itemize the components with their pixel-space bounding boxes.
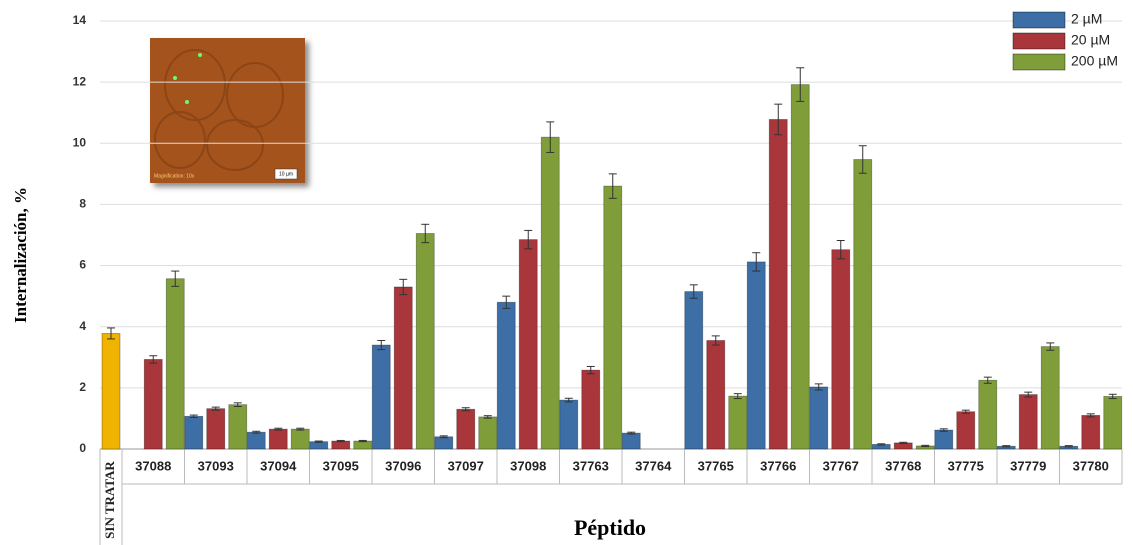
bar [582, 370, 600, 449]
bar [332, 441, 350, 449]
bar [291, 429, 309, 449]
x-tick-label: 37780 [1073, 458, 1109, 473]
bar [247, 432, 265, 449]
x-tick-label: 37775 [948, 458, 984, 473]
bar [791, 85, 809, 449]
y-tick-label: 8 [79, 197, 86, 211]
fluorescent-spot [173, 76, 177, 80]
bar [497, 302, 515, 449]
inset-caption: Magnification: 10x [154, 173, 195, 179]
bar [207, 409, 225, 449]
fluorescent-spot [185, 100, 189, 104]
bar [935, 430, 953, 449]
bar [685, 292, 703, 449]
legend-swatch [1013, 54, 1065, 70]
bar [747, 262, 765, 449]
bar [979, 380, 997, 449]
legend-swatch [1013, 12, 1065, 28]
scale-bar-label: 10 µm [279, 171, 293, 177]
legend-swatch [1013, 33, 1065, 49]
bar [769, 119, 787, 449]
bar [1041, 347, 1059, 449]
bar [479, 417, 497, 449]
bar [435, 437, 453, 449]
bar [144, 359, 162, 449]
legend-label: 200 µM [1071, 53, 1118, 69]
bar [354, 441, 372, 449]
x-tick-label: 37095 [323, 458, 359, 473]
bar [394, 287, 412, 449]
y-tick-label: 6 [79, 258, 86, 272]
fluorescent-spot [198, 53, 202, 57]
x-tick-label: 37767 [823, 458, 859, 473]
chart: Internalización, % Péptido Magnification… [0, 0, 1133, 545]
x-tick-label: 37088 [135, 458, 171, 473]
bar [707, 340, 725, 449]
bar [1082, 415, 1100, 449]
bar [810, 387, 828, 449]
bar [185, 416, 203, 449]
x-tick-label: 37098 [510, 458, 546, 473]
inset-image: Magnification: 10x 10 µm [150, 38, 305, 183]
bar [957, 412, 975, 449]
x-tick-label: 37779 [1010, 458, 1046, 473]
x-axis-label: Péptido [574, 515, 646, 540]
bar [1104, 396, 1122, 449]
bar [269, 429, 287, 449]
legend-label: 2 µM [1071, 11, 1102, 27]
bar [541, 137, 559, 449]
legend-label: 20 µM [1071, 32, 1110, 48]
x-tick-label: 37768 [885, 458, 921, 473]
x-tick-label: 37765 [698, 458, 734, 473]
y-axis-label: Internalización, % [11, 187, 30, 323]
x-tick-label: 37763 [573, 458, 609, 473]
bar [372, 345, 390, 449]
bar [729, 396, 747, 449]
y-tick-label: 10 [73, 135, 87, 149]
x-tick-label: SIN TRATAR [102, 461, 117, 539]
y-tick-label: 14 [73, 13, 87, 27]
x-tick-label: 37766 [760, 458, 796, 473]
bar [832, 250, 850, 449]
bar [166, 279, 184, 449]
y-tick-label: 4 [79, 319, 86, 333]
y-tick-label: 0 [79, 441, 86, 455]
bar [1019, 395, 1037, 449]
x-tick-label: 37096 [385, 458, 421, 473]
bar [854, 159, 872, 449]
bar [416, 233, 434, 449]
bar [519, 240, 537, 449]
bar [622, 433, 640, 449]
bar [102, 333, 120, 449]
x-tick-label: 37097 [448, 458, 484, 473]
bar [229, 405, 247, 449]
y-tick-label: 2 [79, 380, 86, 394]
bar [560, 400, 578, 449]
y-tick-label: 12 [73, 74, 87, 88]
x-tick-label: 37094 [260, 458, 297, 473]
bar [457, 409, 475, 449]
x-tick-label: 37093 [198, 458, 234, 473]
x-tick-label: 37764 [635, 458, 672, 473]
bar [604, 186, 622, 449]
